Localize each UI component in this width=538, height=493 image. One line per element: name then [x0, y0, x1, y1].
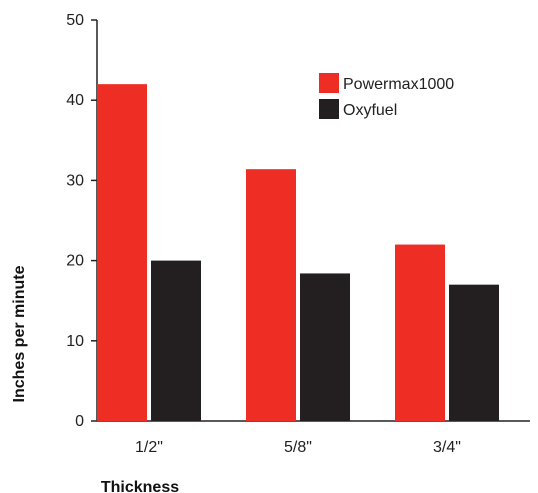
legend-swatch-powermax1000	[319, 73, 339, 93]
bars	[97, 84, 499, 421]
bar-powermax1000-1	[246, 169, 296, 421]
bar-oxyfuel-1	[300, 273, 350, 421]
x-category-labels: 1/2" 5/8" 3/4"	[135, 439, 461, 456]
y-ticks: 0 10 20 30 40 50	[66, 12, 97, 430]
x-category-label: 1/2"	[135, 439, 163, 456]
legend-label: Powermax1000	[343, 76, 454, 93]
x-category-label: 5/8"	[284, 439, 312, 456]
bar-powermax1000-2	[395, 244, 445, 421]
bar-oxyfuel-2	[449, 284, 499, 421]
x-category-label: 3/4"	[433, 439, 461, 456]
x-axis-title: Thickness	[101, 479, 179, 493]
legend-swatch-oxyfuel	[319, 99, 339, 119]
bar-oxyfuel-0	[151, 260, 201, 421]
y-axis-title: Inches per minute	[11, 265, 28, 402]
y-tick-label: 40	[66, 92, 84, 109]
y-tick-label: 30	[66, 172, 84, 189]
y-tick-label: 50	[66, 12, 84, 29]
bar-powermax1000-0	[97, 84, 147, 421]
y-tick-label: 10	[66, 333, 84, 350]
legend: Powermax1000 Oxyfuel	[319, 73, 454, 119]
y-tick-label: 20	[66, 253, 84, 270]
legend-label: Oxyfuel	[343, 102, 397, 119]
y-tick-label: 0	[75, 413, 84, 430]
